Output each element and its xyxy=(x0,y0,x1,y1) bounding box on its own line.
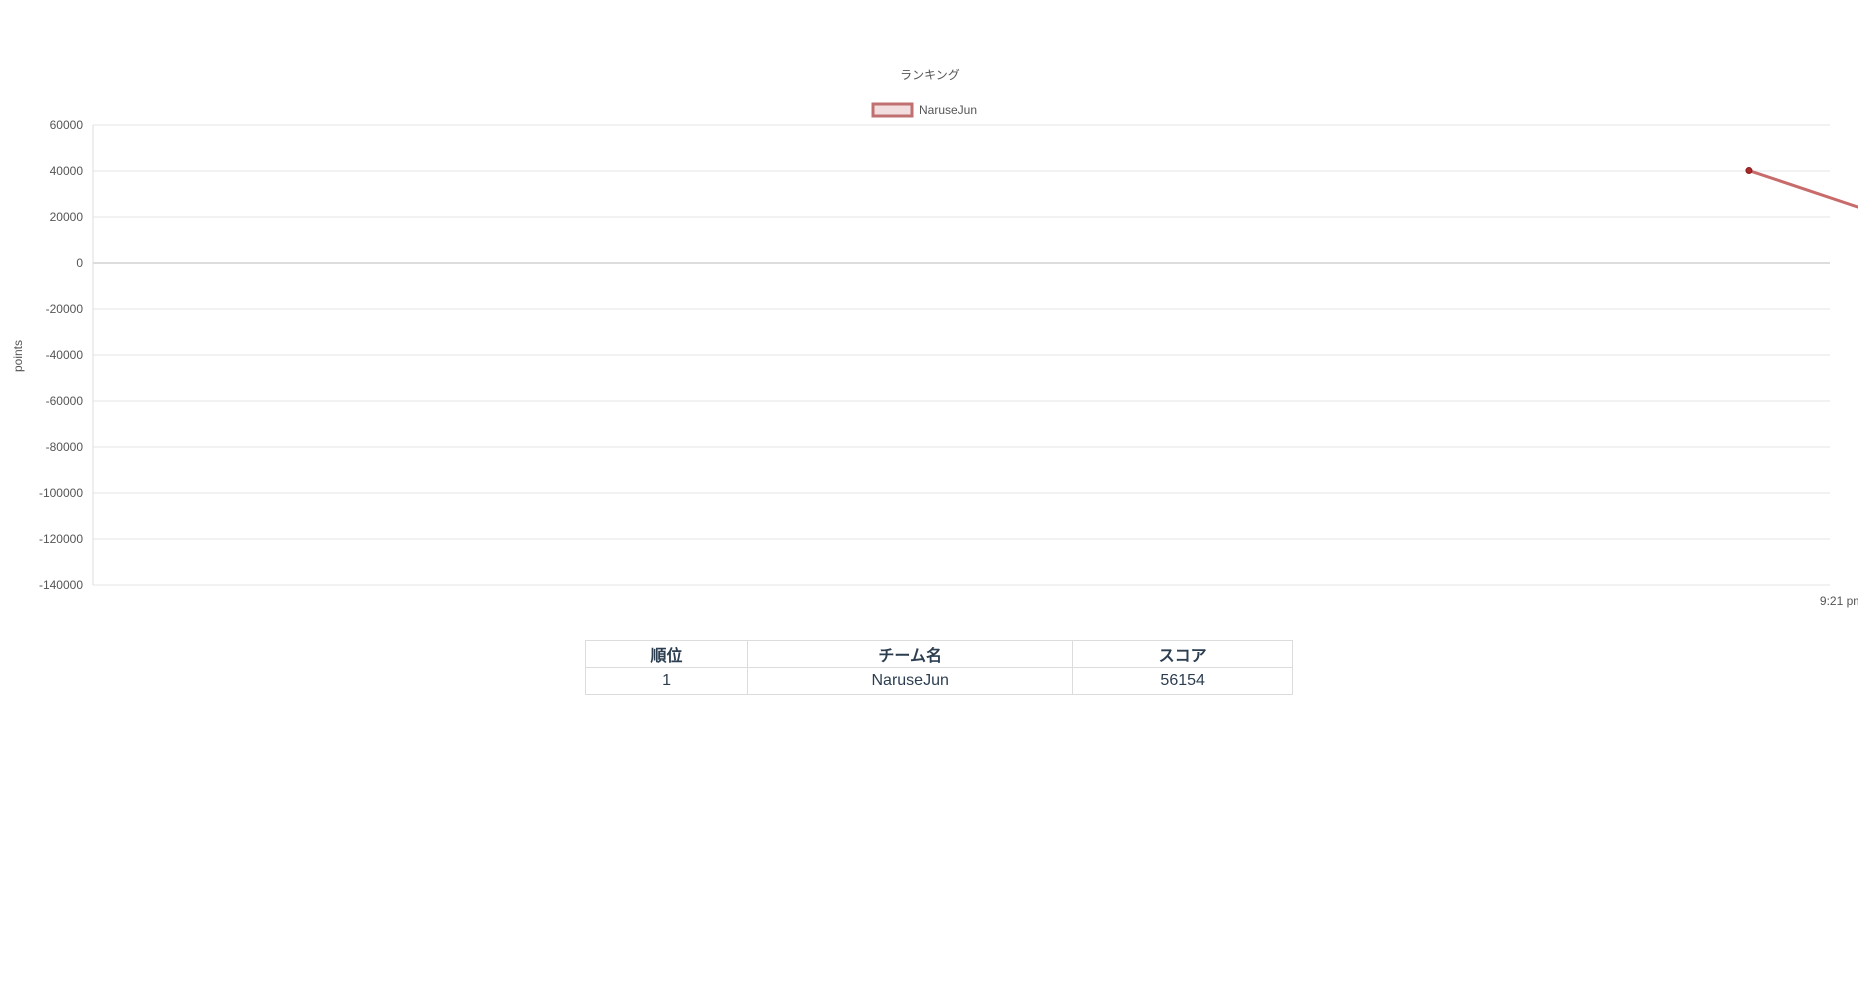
y-tick-label: 20000 xyxy=(50,210,84,224)
chart-title: ランキング xyxy=(900,68,960,82)
legend-label[interactable]: NaruseJun xyxy=(919,103,977,117)
table-header-row: 順位 チーム名 スコア xyxy=(584,640,1293,668)
cell-score: 56154 xyxy=(1072,667,1293,695)
y-tick-label: 60000 xyxy=(50,118,84,132)
y-tick-label: -140000 xyxy=(39,578,83,592)
cell-team-name: NaruseJun xyxy=(747,667,1074,695)
y-tick-labels: 60000 40000 20000 0 -20000 -40000 -60000 -80000… xyxy=(39,118,83,592)
grid-layer xyxy=(92,124,1830,586)
x-tick-label: 9:21 pm xyxy=(1820,594,1858,608)
y-tick-label: -120000 xyxy=(39,532,83,546)
legend-swatch xyxy=(871,102,914,118)
header-score: スコア xyxy=(1072,640,1293,668)
x-tick-labels: 12:21 pm12:51 pm1:21 pm1:51 pm2:21 pm2:5… xyxy=(1820,594,1858,608)
y-tick-label: -100000 xyxy=(39,486,83,500)
series-line-narusejun xyxy=(1748,169,1858,209)
y-tick-label: -40000 xyxy=(46,348,84,362)
y-tick-label: 40000 xyxy=(50,164,84,178)
cell-rank: 1 xyxy=(584,667,749,695)
header-rank: 順位 xyxy=(584,640,749,668)
series-points xyxy=(1745,167,1753,175)
y-tick-label: 0 xyxy=(76,256,83,270)
y-axis-label: points xyxy=(11,340,25,372)
header-team-name: チーム名 xyxy=(747,640,1074,668)
series-point[interactable] xyxy=(1745,167,1753,175)
ranking-chart: ランキング NaruseJun points 60000 40000 20000 0 -… xyxy=(11,68,1858,608)
ranking-table: 順位 チーム名 スコア 1 NaruseJun 56154 xyxy=(584,640,1293,695)
table-row: 1 NaruseJun 56154 xyxy=(584,667,1293,695)
y-tick-label: -60000 xyxy=(46,394,84,408)
y-tick-label: -20000 xyxy=(46,302,84,316)
chart-svg: ランキング NaruseJun points 60000 40000 20000 0 -… xyxy=(11,68,1858,608)
y-tick-label: -80000 xyxy=(46,440,84,454)
